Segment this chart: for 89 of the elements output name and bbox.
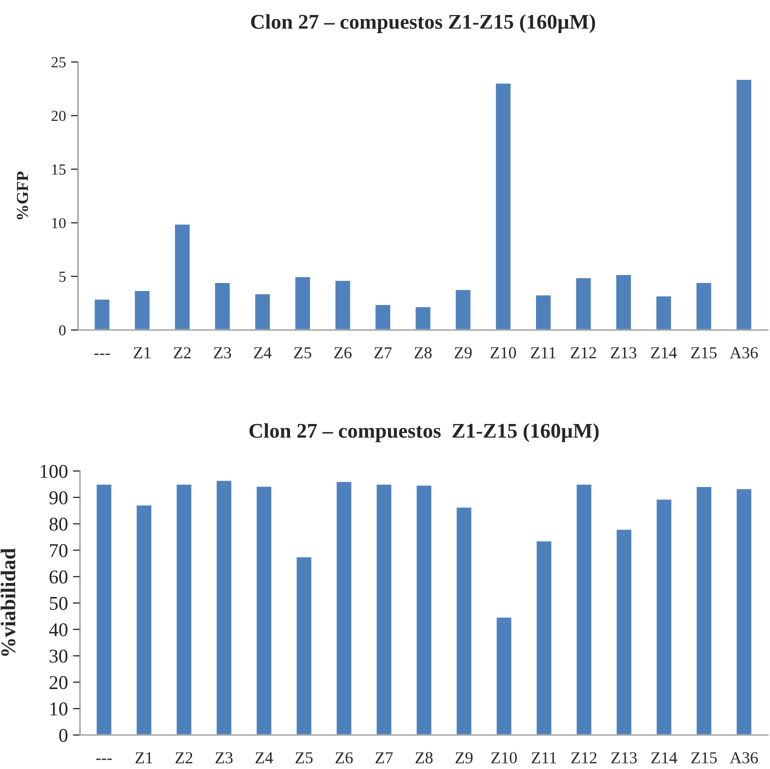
bar [375,483,393,735]
chart-title: Clon 27 – compuestos Z1-Z15 (160µM) [251,14,596,34]
x-tick-label: Z3 [216,752,233,764]
y-tick-label: 0 [59,728,68,742]
bar [215,480,233,735]
y-tick-label: 25 [52,57,66,68]
x-tick-label: Z15 [691,752,717,764]
y-tick-label: 20 [50,676,68,690]
y-tick-label: 5 [59,272,66,282]
x-tick-label: --- [96,758,112,760]
x-tick-label: A36 [730,752,758,764]
bar [135,504,153,735]
y-tick-label: 15 [52,164,66,175]
x-tick-label: Z12 [570,347,596,358]
y-tick-label: 30 [50,650,68,663]
bar [415,484,433,735]
bar [294,276,312,330]
bar [334,279,352,330]
x-tick-label: Z15 [691,347,717,358]
bar [654,295,672,330]
y-tick-label: 10 [52,218,66,228]
x-tick-label: Z4 [256,752,273,764]
y-tick-label: 50 [50,596,68,610]
bar [174,223,192,330]
bar [133,290,151,330]
bar [454,288,472,330]
bar [614,274,632,330]
bar [695,486,713,735]
x-tick-label: Z9 [454,347,472,358]
y-tick-label: 90 [49,491,68,504]
x-tick-label: Z11 [532,752,556,764]
bar [254,292,272,330]
x-tick-label: Z12 [571,752,597,764]
bar [295,556,313,735]
bar [574,276,592,330]
y-tick-label: 20 [52,110,66,122]
x-tick-label: Z6 [336,752,353,764]
x-tick-label: Z8 [416,752,433,764]
x-tick-label: Z2 [176,752,192,764]
y-tick-label: 60 [50,570,68,584]
bar [374,304,392,330]
bar [414,306,432,330]
x-tick-label: Z1 [134,347,150,358]
x-tick-label: Z13 [610,347,636,358]
bar [214,282,232,330]
x-tick-label: A36 [730,347,758,358]
y-tick-label: 100 [40,464,68,478]
x-tick-label: Z7 [376,752,393,764]
bar [735,488,753,735]
bar [455,506,473,735]
bar [93,298,111,330]
x-tick-label: Z2 [174,347,191,358]
bar [655,498,673,735]
y-tick-label: 40 [49,623,68,636]
bar [495,616,513,735]
x-tick-label: Z10 [490,347,516,358]
x-tick-label: Z11 [531,347,556,358]
x-tick-label: Z5 [294,347,312,358]
x-tick-label: Z9 [456,752,473,764]
bar [615,528,633,735]
x-tick-label: Z7 [374,347,392,358]
x-tick-label: Z5 [296,752,313,764]
bar [535,540,553,735]
x-tick-label: Z3 [214,347,232,358]
x-tick-label: Z14 [651,347,677,358]
x-tick-label: Z6 [334,347,352,358]
chart-title: Clon 27 – compuestos Z1-Z15 (160µM) [249,423,599,442]
bar [255,485,273,735]
bar [695,282,713,330]
bar [534,294,552,330]
x-tick-label: Z4 [254,347,272,358]
bar [175,483,193,735]
bar [95,483,113,735]
y-axis-title: %viabilidad [0,548,16,656]
y-tick-label: 80 [49,518,68,531]
y-axis-title: %GFP [16,171,28,220]
y-tick-label: 10 [50,702,68,716]
bar [575,483,593,735]
x-tick-label: Z8 [414,347,432,358]
x-tick-label: Z1 [136,752,152,764]
bar [494,82,512,330]
y-tick-label: 70 [50,544,68,558]
bar [335,480,353,735]
x-tick-label: Z10 [491,752,517,764]
x-tick-label: Z14 [651,752,678,764]
x-tick-label: Z13 [611,752,637,764]
x-tick-label: --- [94,354,110,355]
y-tick-label: 0 [59,325,66,336]
bar [735,78,753,330]
